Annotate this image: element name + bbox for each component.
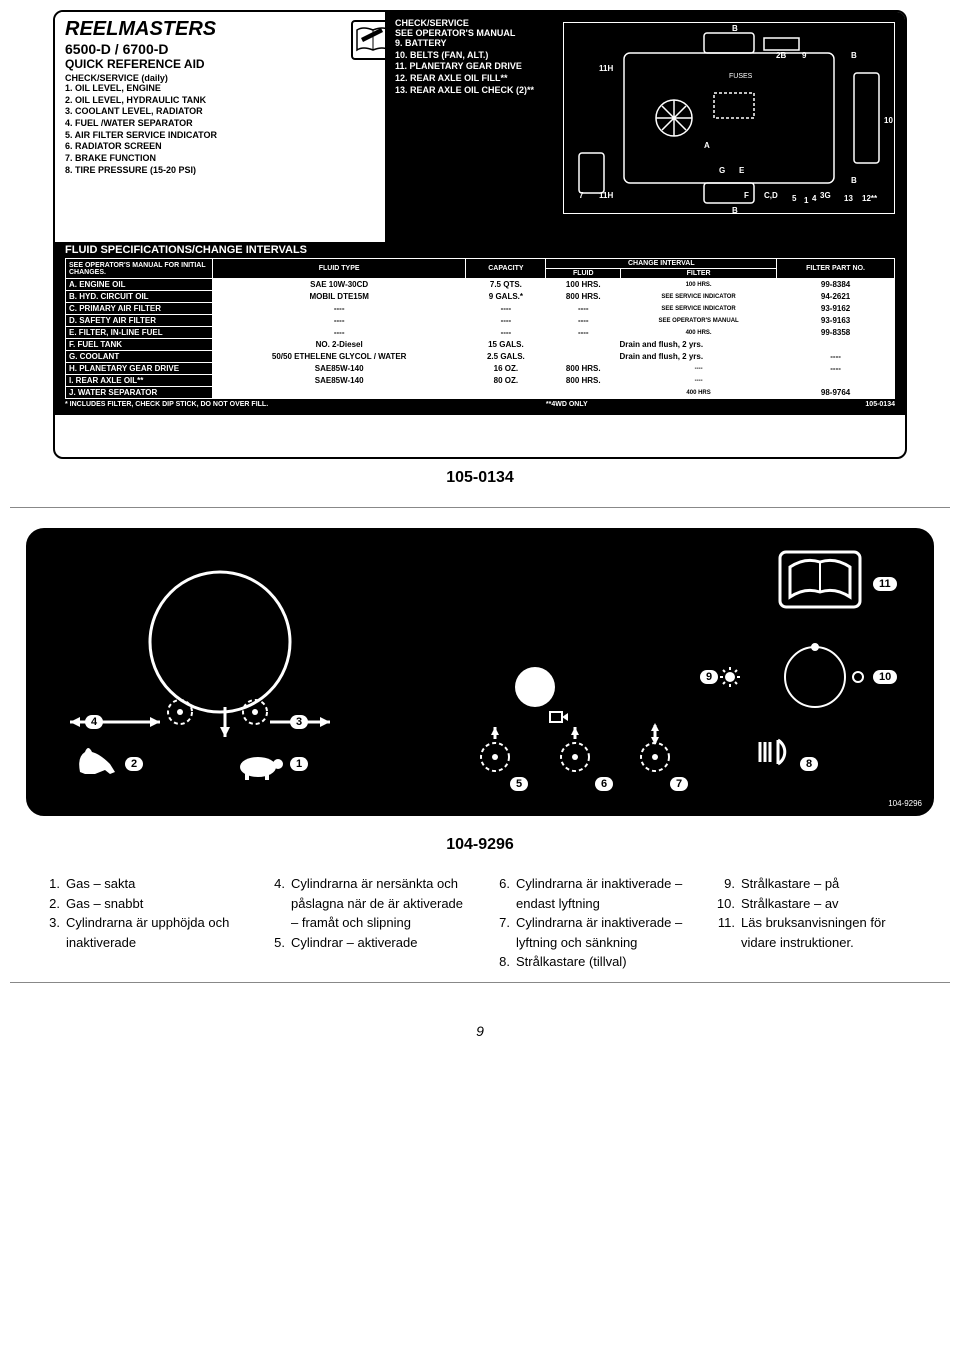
badge-3: 3 bbox=[290, 715, 308, 729]
svg-text:7: 7 bbox=[579, 191, 584, 200]
fluid-title: FLUID SPECIFICATIONS/CHANGE INTERVALS bbox=[65, 242, 895, 258]
daily-list: 1. OIL LEVEL, ENGINE2. OIL LEVEL, HYDRAU… bbox=[65, 83, 375, 177]
badge-10: 10 bbox=[873, 670, 897, 684]
badge-11: 11 bbox=[873, 577, 897, 591]
badge-7: 7 bbox=[670, 777, 688, 791]
badge-6: 6 bbox=[595, 777, 613, 791]
badge-1: 1 bbox=[290, 757, 308, 771]
decal1-caption: 105-0134 bbox=[10, 469, 950, 487]
page-number: 9 bbox=[10, 1023, 950, 1039]
badge-9: 9 bbox=[700, 670, 718, 684]
svg-text:5: 5 bbox=[792, 194, 797, 203]
svg-text:A: A bbox=[704, 141, 710, 150]
decal1-model: 6500-D / 6700-D bbox=[65, 41, 375, 57]
badge-8: 8 bbox=[800, 757, 818, 771]
legend: 1.Gas – sakta 2.Gas – snabbt 3.Cylindrar… bbox=[40, 874, 920, 972]
svg-text:9: 9 bbox=[802, 51, 807, 60]
svg-text:11H: 11H bbox=[599, 64, 613, 73]
svg-text:4: 4 bbox=[812, 194, 817, 203]
svg-text:11H: 11H bbox=[599, 191, 613, 200]
svg-text:10: 10 bbox=[884, 116, 893, 125]
decal1-subtitle: QUICK REFERENCE AID bbox=[65, 57, 375, 71]
svg-text:B: B bbox=[732, 24, 738, 33]
divider bbox=[10, 507, 950, 508]
decal1-title: REELMASTERS bbox=[65, 18, 375, 41]
svg-text:C,D: C,D bbox=[764, 191, 778, 200]
footnotes: * INCLUDES FILTER, CHECK DIP STICK, DO N… bbox=[65, 399, 895, 410]
decal-105-0134: REELMASTERS 6500-D / 6700-D QUICK REFERE… bbox=[53, 10, 907, 459]
svg-text:B: B bbox=[851, 51, 857, 60]
svg-text:B: B bbox=[732, 206, 738, 213]
engine-diagram: FUSES 11H B 2B 9 B 10 B 7 11H B F C,D 51 43G 1… bbox=[563, 22, 895, 214]
svg-text:13: 13 bbox=[844, 194, 853, 203]
svg-text:G: G bbox=[719, 166, 725, 175]
svg-text:2B: 2B bbox=[776, 51, 786, 60]
svg-text:B: B bbox=[851, 176, 857, 185]
svg-text:FUSES: FUSES bbox=[729, 73, 753, 80]
svg-text:1: 1 bbox=[804, 196, 809, 205]
decal2-partnum: 104-9296 bbox=[888, 799, 922, 808]
fluid-table: SEE OPERATOR'S MANUAL FOR INITIAL CHANGE… bbox=[65, 258, 895, 399]
control-panel-svg bbox=[30, 532, 930, 812]
svg-text:3G: 3G bbox=[820, 191, 831, 200]
decal2-caption: 104-9296 bbox=[10, 836, 950, 854]
svg-text:F: F bbox=[744, 191, 749, 200]
divider bbox=[10, 982, 950, 983]
decal-104-9296: 4 3 2 1 5 6 7 8 9 10 11 104-9296 bbox=[26, 528, 934, 816]
daily-title: CHECK/SERVICE (daily) bbox=[65, 73, 375, 83]
svg-text:E: E bbox=[739, 166, 745, 175]
badge-4: 4 bbox=[85, 715, 103, 729]
svg-text:12**: 12** bbox=[862, 194, 878, 203]
badge-2: 2 bbox=[125, 757, 143, 771]
badge-5: 5 bbox=[510, 777, 528, 791]
